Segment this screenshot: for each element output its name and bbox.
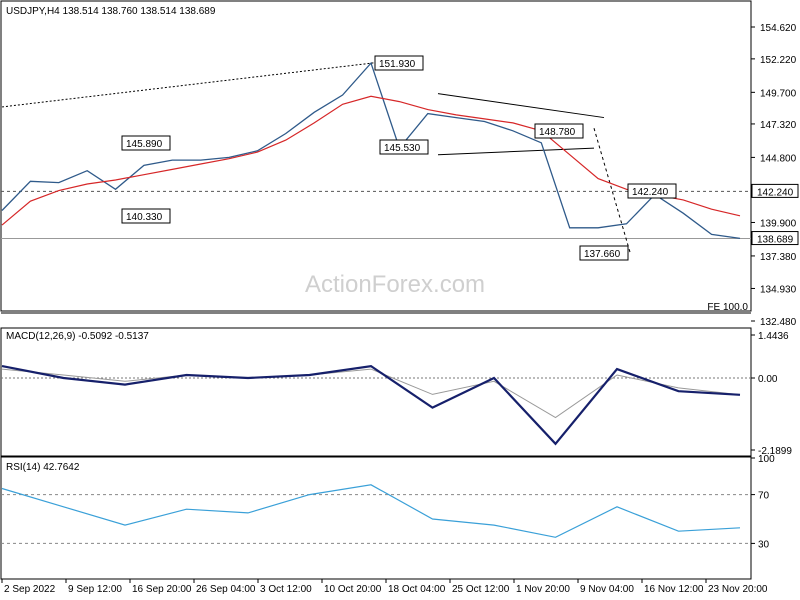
x-tick-label: 16 Sep 20:00 [132, 584, 192, 595]
rsi-header: RSI(14) 42.7642 [6, 462, 80, 473]
x-tick-label: 9 Sep 12:00 [68, 584, 122, 595]
rsi-tick-label: 70 [758, 491, 770, 502]
rsi-marks [1, 484, 741, 538]
rsi-y-ticks: 100 70 30 [1, 454, 775, 550]
rsi-series [1, 484, 741, 538]
annotations: 151.930 145.890 145.530 140.330 148.780 142.2… [121, 55, 677, 261]
price-tick-label: 154.620 [760, 23, 797, 34]
annotation-box [374, 55, 424, 71]
x-tick-label: 25 Oct 12:00 [452, 584, 510, 595]
price-marks: 138.689 142.240 [1, 61, 799, 253]
x-tick-label: 26 Sep 04:00 [196, 584, 256, 595]
price-y-ticks: 154.620 152.220 149.700 147.320 144.800 142.2… [751, 23, 797, 328]
macd-tick-label: -2.1899 [758, 446, 792, 457]
price-tick-label: 149.700 [760, 88, 797, 99]
macd-header: MACD(12,26,9) -0.5092 -0.5137 [6, 331, 149, 342]
annotation-box [379, 139, 429, 155]
macd-marks [1, 364, 741, 446]
x-tick-label: 9 Nov 04:00 [580, 584, 634, 595]
annotation-label: 137.660 [584, 249, 621, 260]
macd-series [1, 364, 741, 446]
annotation-label: 148.780 [539, 127, 576, 138]
x-tick-label: 10 Oct 20:00 [324, 584, 382, 595]
projection-line [593, 128, 631, 253]
x-axis-ticks: 2 Sep 2022 9 Sep 12:00 16 Sep 20:00 26 Sep … [1, 579, 768, 595]
annotation-box [121, 208, 171, 224]
watermark: ActionForex.com [305, 271, 485, 298]
macd-signal-series [1, 368, 741, 419]
price-tick-label: 147.320 [760, 120, 797, 131]
price-panel-frame [0, 0, 752, 312]
annotation-box [579, 245, 629, 261]
current-price-box [751, 231, 799, 246]
price-tick-label: 132.480 [760, 317, 797, 328]
macd-tick-label: 0.00 [758, 374, 778, 385]
annotation-box [534, 123, 584, 139]
x-tick-label: 18 Oct 04:00 [388, 584, 446, 595]
fe-label: FE 100.0 [707, 302, 748, 313]
price-header: USDJPY,H4 138.514 138.760 138.514 138.68… [6, 6, 216, 17]
rsi-tick-label: 30 [758, 539, 770, 550]
level-142-label: 142.240 [757, 187, 794, 198]
annotation-label: 145.890 [126, 139, 163, 150]
annotation-label: 145.530 [384, 143, 421, 154]
triangle-upper-line [437, 93, 605, 119]
price-tick-label: 139.900 [760, 218, 797, 229]
annotation-label: 142.240 [632, 187, 669, 198]
current-price-label: 138.689 [757, 235, 794, 246]
annotation-box [121, 135, 171, 151]
x-tick-label: 1 Nov 20:00 [516, 584, 570, 595]
rsi-panel-frame [0, 456, 752, 580]
annotation-box [627, 183, 677, 199]
trendline-dotted [1, 62, 376, 108]
x-tick-label: 2 Sep 2022 [4, 584, 56, 595]
price-tick-label: 144.800 [760, 153, 797, 164]
x-tick-label: 23 Nov 20:00 [708, 584, 768, 595]
rsi-tick-label: 100 [758, 454, 775, 465]
x-tick-label: 3 Oct 12:00 [260, 584, 312, 595]
price-tick-label: 137.380 [760, 252, 797, 263]
macd-panel-frame [0, 327, 752, 457]
macd-y-ticks: 1.4436 0.00 -2.1899 [1, 331, 792, 457]
x-tick-label: 16 Nov 12:00 [644, 584, 704, 595]
price-close-series [1, 61, 741, 240]
price-ma-series [1, 95, 741, 226]
price-tick-label: 134.930 [760, 284, 797, 295]
annotation-label: 140.330 [126, 212, 163, 223]
annotation-label: 151.930 [379, 59, 416, 70]
triangle-lower-line [437, 147, 595, 156]
level-142-box [751, 183, 799, 198]
macd-tick-label: 1.4436 [758, 331, 789, 342]
price-tick-label: 152.220 [760, 55, 797, 66]
